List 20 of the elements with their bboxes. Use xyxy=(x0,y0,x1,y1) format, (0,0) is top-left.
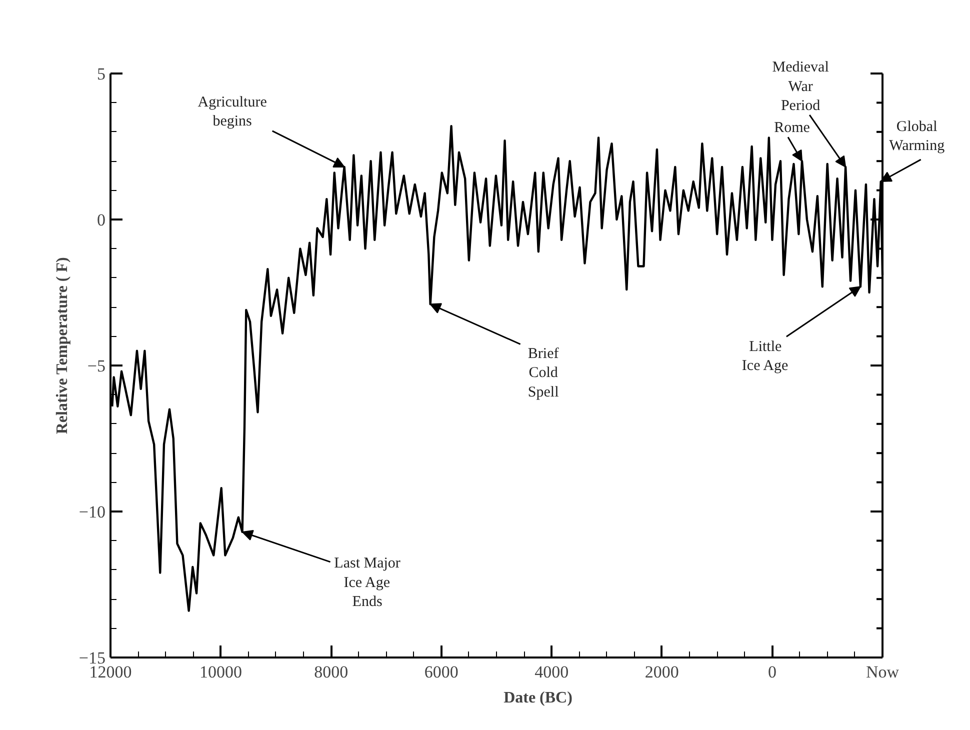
annotation: Agriculture begins xyxy=(198,94,268,130)
y-tick-label: 5 xyxy=(97,64,106,84)
y-axis-title: Relative Temperature ( F) xyxy=(54,257,71,434)
x-axis-title: Date (BC) xyxy=(504,690,572,706)
y-tick-label: −5 xyxy=(87,356,106,376)
annotation: Medieval War Period xyxy=(772,60,829,114)
annotation: Global Warming xyxy=(889,118,946,154)
annotation: Rome xyxy=(774,120,810,136)
x-tick-label: Now xyxy=(866,662,900,682)
y-tick-label: 0 xyxy=(97,210,106,230)
annotation: Brief Cold Spell xyxy=(528,346,559,400)
x-tick-label: 6000 xyxy=(424,662,458,682)
x-tick-label: 0 xyxy=(768,662,776,682)
y-tick-label: −10 xyxy=(78,502,106,522)
annotation: Last Major Ice Age Ends xyxy=(334,556,400,610)
x-tick-label: 10000 xyxy=(200,662,242,682)
x-tick-label: 4000 xyxy=(534,662,569,682)
x-tick-label: 2000 xyxy=(644,662,679,682)
annotation: Little Ice Age xyxy=(742,339,788,374)
x-tick-label: 8000 xyxy=(314,662,348,682)
